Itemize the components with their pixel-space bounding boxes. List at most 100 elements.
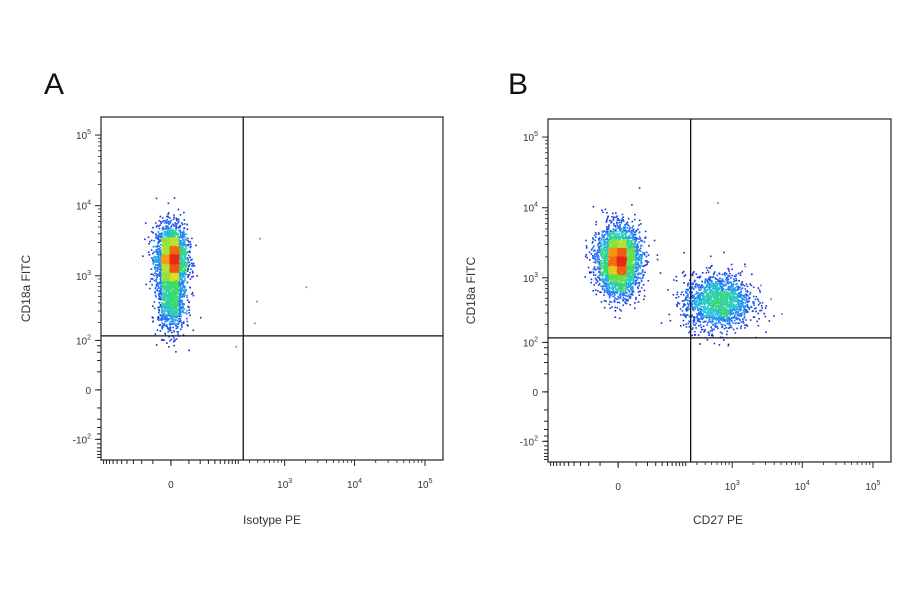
event-dot [622, 291, 625, 294]
event-dot [724, 319, 726, 321]
event-dot [172, 304, 174, 307]
event-dot [590, 278, 593, 281]
event-dot [156, 259, 158, 261]
event-dot [176, 265, 179, 267]
event-dot [177, 227, 179, 229]
event-dot [600, 285, 602, 287]
event-dot [165, 242, 167, 245]
event-dot [175, 282, 177, 285]
event-dot [186, 257, 189, 259]
event-dot [622, 227, 625, 229]
event-dot [182, 280, 184, 282]
event-dot [637, 274, 639, 276]
event-dot [171, 264, 174, 266]
event-dot [167, 231, 170, 234]
event-dot [608, 292, 611, 294]
event-dot [160, 240, 162, 243]
event-dot [173, 263, 176, 266]
event-dot [181, 256, 183, 259]
event-dot [597, 232, 600, 234]
event-dot [162, 249, 165, 251]
event-dot [161, 322, 164, 325]
event-dot [163, 287, 166, 289]
event-dot [709, 267, 712, 269]
event-dot [164, 251, 167, 254]
event-dot [184, 292, 186, 294]
event-dot [740, 314, 743, 316]
event-dot [175, 227, 177, 230]
event-dot [619, 229, 621, 231]
event-dot [588, 259, 591, 261]
event-dot [747, 311, 749, 313]
event-dot [173, 287, 175, 290]
event-dot [175, 319, 177, 322]
event-dot [164, 293, 167, 296]
event-dot [167, 213, 169, 216]
event-dot [612, 212, 614, 215]
event-dot [735, 318, 738, 321]
event-dot [745, 294, 748, 297]
event-dot [634, 307, 636, 310]
event-dot [158, 319, 160, 321]
event-dot [614, 224, 617, 227]
event-dot [160, 222, 162, 225]
event-dot [159, 246, 162, 249]
event-dot [646, 261, 649, 264]
event-dot [164, 274, 166, 276]
event-dot [177, 246, 180, 248]
event-dot [184, 249, 186, 251]
event-dot [182, 262, 185, 265]
event-dot [723, 284, 726, 287]
event-dot [698, 319, 700, 322]
event-dot [615, 212, 617, 214]
event-dot [166, 342, 168, 344]
event-dot [183, 286, 186, 288]
event-dot [173, 308, 175, 311]
event-dot [701, 309, 704, 311]
event-dot [170, 240, 173, 242]
event-dot [728, 321, 731, 324]
event-dot [153, 307, 156, 310]
event-dot [159, 330, 162, 332]
event-dot [165, 263, 167, 266]
event-dot [157, 235, 159, 238]
event-dot [169, 294, 172, 297]
event-dot [169, 240, 172, 243]
event-dot [713, 342, 716, 345]
event-dot [743, 313, 746, 316]
event-dot [615, 228, 617, 231]
event-dot [693, 288, 695, 290]
event-dot [178, 303, 180, 305]
event-dot [184, 253, 186, 256]
event-dot [619, 297, 622, 299]
event-dot [603, 288, 606, 291]
event-dot [594, 258, 597, 260]
event-dot [687, 285, 689, 287]
event-dot [622, 219, 624, 221]
event-dot [168, 286, 171, 288]
event-dot [172, 245, 174, 247]
event-dot [679, 325, 682, 327]
event-dot [698, 311, 700, 313]
event-dot [740, 297, 743, 299]
event-dot [178, 268, 180, 271]
event-dot [152, 320, 154, 322]
event-dot [170, 305, 172, 308]
event-dot [165, 240, 167, 242]
event-dot [164, 307, 166, 309]
event-dot [167, 279, 169, 281]
event-dot [626, 295, 629, 297]
event-dot [729, 310, 732, 313]
event-dot [154, 266, 156, 268]
x-tick-label: 103 [277, 478, 292, 491]
event-dot [698, 295, 700, 297]
event-dot [740, 283, 742, 286]
event-dot [185, 273, 188, 276]
event-dot [699, 324, 702, 326]
event-dot [152, 245, 155, 248]
event-dot [162, 267, 164, 270]
event-dot [184, 271, 186, 274]
event-dot [157, 306, 159, 309]
event-dot [171, 234, 174, 237]
